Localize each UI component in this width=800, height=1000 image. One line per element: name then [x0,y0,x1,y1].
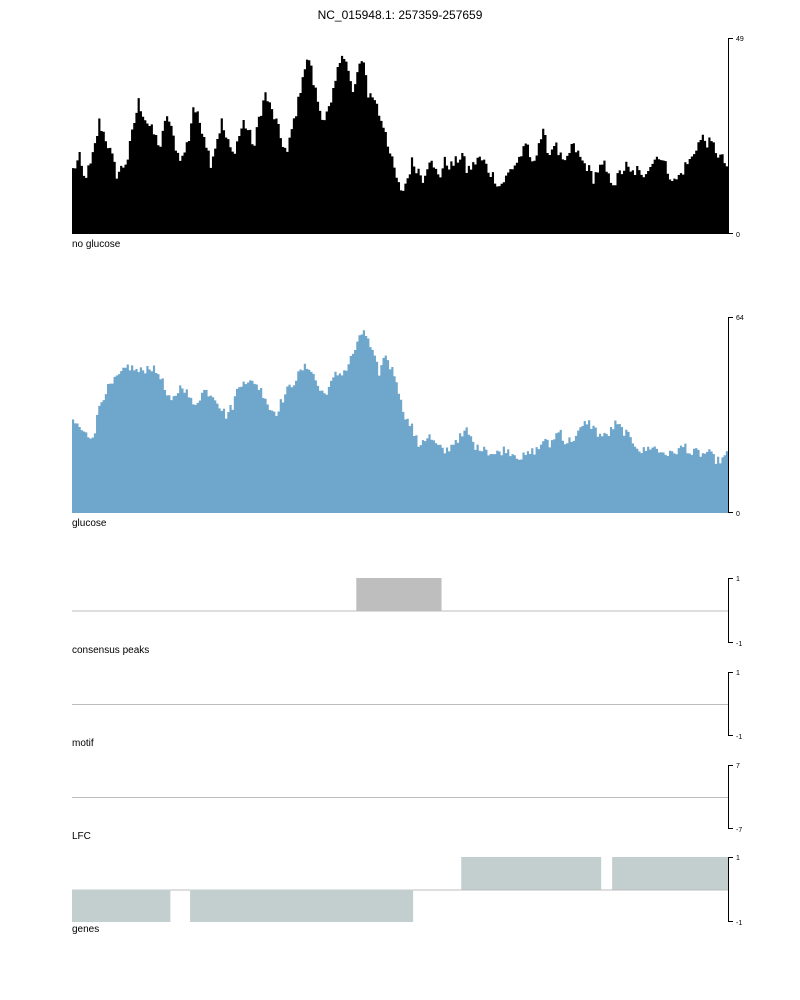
feature-bar [461,857,602,890]
y-tick-label-min: 0 [736,232,740,239]
track-no-glucose: 49 0 no glucose [72,36,744,250]
track-label: motif [72,738,94,749]
y-tick-label-min: -1 [736,734,742,741]
feature-bar [72,889,171,922]
y-axis: 1 -1 [728,576,742,648]
y-axis: 1 -1 [728,670,742,741]
track-glucose: 64 0 glucose [72,315,744,529]
track-motif: 1 -1 motif [72,670,742,749]
feature-bar [190,889,414,922]
y-tick-label-min: -7 [736,827,742,834]
coverage-area [72,55,728,235]
y-tick-label-min: 0 [736,511,740,518]
y-tick-label-max: 1 [736,855,740,862]
y-tick-label-max: 64 [736,315,744,322]
y-axis: 64 0 [728,315,744,518]
track-label: genes [72,924,99,935]
track-label: consensus peaks [72,645,149,656]
chart-title: NC_015948.1: 257359-257659 [317,8,483,22]
feature-bar [612,857,728,890]
track-label: LFC [72,831,91,842]
coverage-area [72,330,728,513]
feature-bar [356,578,442,611]
y-tick-label-max: 1 [736,670,740,677]
track-label: glucose [72,518,107,529]
y-axis: 7 -7 [728,763,742,834]
track-lfc: 7 -7 LFC [72,763,742,842]
track-label: no glucose [72,239,121,250]
track-consensus-peaks: 1 -1 consensus peaks [72,576,742,656]
y-tick-label-min: -1 [736,641,742,648]
y-axis: 1 -1 [728,855,742,927]
y-tick-label-min: -1 [736,920,742,927]
y-tick-label-max: 7 [736,763,740,770]
y-tick-label-max: 49 [736,36,744,43]
track-genes: 1 -1 genes [72,855,742,935]
y-tick-label-max: 1 [736,576,740,583]
y-axis: 49 0 [728,36,744,239]
